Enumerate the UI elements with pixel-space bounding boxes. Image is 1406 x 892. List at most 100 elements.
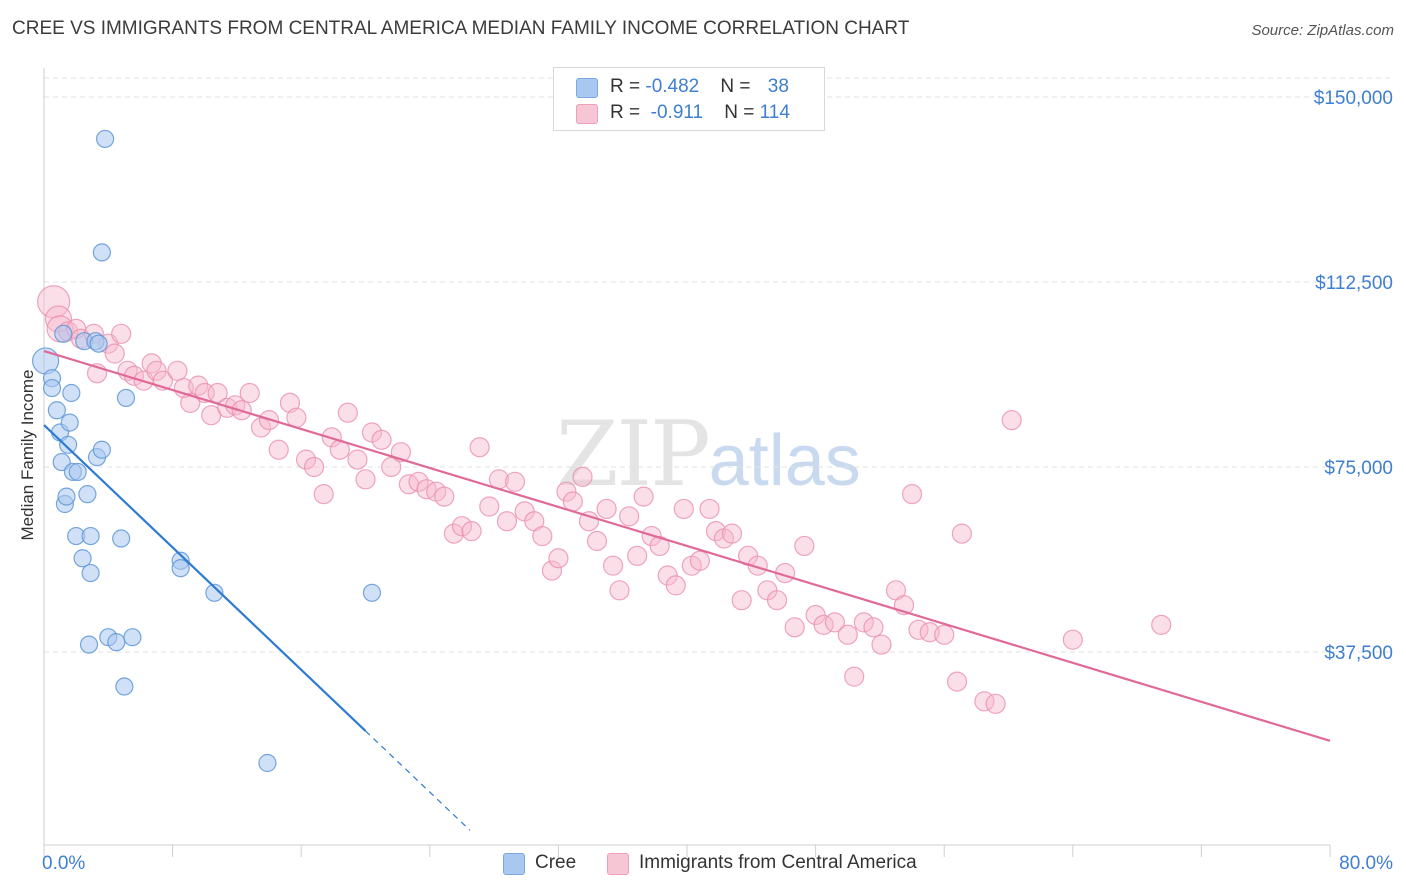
- ica-point: [985, 693, 1006, 714]
- cree-point: [107, 633, 126, 652]
- ica-point: [548, 548, 569, 569]
- grid-lines: [44, 77, 1394, 653]
- axes: [43, 68, 1331, 857]
- cree-point: [59, 435, 78, 454]
- cree-point: [78, 485, 97, 504]
- ica-point: [381, 456, 402, 478]
- ica-point: [541, 560, 563, 581]
- ica-point: [649, 535, 670, 557]
- ica-point: [104, 343, 125, 364]
- ica-point: [602, 555, 624, 576]
- ica-point: [146, 360, 167, 381]
- legend-n-label: N =: [720, 76, 756, 97]
- cree-point: [258, 753, 277, 773]
- series-cree-points: [32, 129, 382, 773]
- ica-point: [844, 666, 865, 687]
- cree-point: [73, 549, 92, 568]
- ica-point: [408, 471, 429, 492]
- ica-point: [279, 392, 301, 413]
- y-axis-title: Median Family Income: [18, 369, 37, 540]
- legend-swatch-cree: [576, 78, 598, 98]
- ica-point: [313, 484, 334, 505]
- legend-box: R = -0.482 N = 38 R = -0.911 N = 114: [553, 67, 825, 131]
- bottom-legend-label-cree: Cree: [535, 852, 577, 873]
- ica-point: [461, 521, 482, 542]
- axis-labels: $37,500 $75,000 $112,500 $150,000 0.0% 80.0% M…: [18, 88, 1393, 874]
- ica-point: [1151, 614, 1172, 635]
- ica-point: [863, 617, 884, 638]
- cree-point: [79, 635, 99, 654]
- cree-trend-line: [43, 424, 367, 732]
- legend-text-ica: R = -0.911 N = 114: [610, 102, 790, 124]
- ica-point: [355, 469, 376, 490]
- bottom-legend-label-ica: Immigrants from Central America: [639, 852, 917, 873]
- cree-point: [54, 324, 73, 343]
- legend-row-ica: R = -0.911 N = 114: [576, 102, 790, 126]
- legend-r-label: R =: [610, 102, 646, 123]
- ica-point: [673, 498, 694, 520]
- cree-point: [57, 487, 76, 506]
- ica-point: [689, 550, 710, 571]
- legend-r-value: -0.482: [645, 76, 700, 97]
- cree-point: [89, 334, 108, 353]
- watermark-atlas: atlas: [708, 421, 861, 501]
- ica-point: [479, 496, 500, 517]
- chart-title: CREE VS IMMIGRANTS FROM CENTRAL AMERICA …: [12, 18, 910, 39]
- watermark: ZIPatlas: [556, 402, 861, 507]
- ica-point: [180, 392, 201, 413]
- legend-n-value: 38: [767, 76, 789, 97]
- y-tick-label: $150,000: [1314, 88, 1393, 109]
- ica-point: [627, 545, 648, 566]
- ica-point: [853, 612, 874, 633]
- cree-point: [95, 129, 115, 149]
- ica-point: [167, 360, 188, 381]
- y-tick-label: $112,500: [1315, 273, 1393, 294]
- cree-point: [171, 559, 190, 578]
- ica-point: [837, 624, 858, 645]
- cree-point: [115, 677, 134, 696]
- ica-point: [794, 535, 815, 557]
- ica-point: [532, 525, 553, 547]
- cree-point: [47, 401, 66, 420]
- legend-n-value: 114: [759, 102, 790, 123]
- ica-point: [303, 456, 325, 478]
- ica-point: [371, 429, 392, 450]
- ica-point: [951, 523, 972, 544]
- ica-point: [705, 521, 727, 542]
- chart-source: Source: ZipAtlas.com: [1251, 22, 1394, 39]
- ica-point: [337, 402, 358, 423]
- ica-point: [295, 449, 317, 470]
- ica-point: [286, 407, 307, 428]
- legend-n-label: N =: [724, 102, 760, 123]
- ica-point: [665, 575, 686, 596]
- ica-point: [633, 486, 654, 507]
- x-tick-label-max: 80.0%: [1339, 853, 1393, 874]
- cree-point: [362, 583, 382, 602]
- ica-point: [504, 471, 526, 492]
- cree-point: [112, 529, 131, 548]
- ica-point: [250, 417, 272, 438]
- ica-point: [207, 382, 228, 404]
- watermark-zip: ZIP: [556, 402, 711, 507]
- cree-point: [81, 526, 100, 546]
- y-tick-label: $75,000: [1324, 458, 1393, 479]
- ica-point: [1001, 410, 1022, 431]
- trend-lines: [43, 350, 1331, 831]
- ica-trend-line: [43, 350, 1331, 742]
- ica-point: [268, 439, 289, 460]
- ica-point: [609, 580, 630, 601]
- legend-r-value: -0.911: [645, 102, 704, 123]
- cree-point: [92, 243, 111, 262]
- bottom-legend-swatch-ica: [607, 853, 629, 875]
- ica-point: [239, 382, 260, 404]
- ica-point: [469, 437, 490, 458]
- ica-point: [946, 671, 968, 692]
- cree-point: [92, 440, 111, 459]
- ica-point: [443, 523, 465, 544]
- ica-point: [1062, 629, 1083, 650]
- ica-point: [596, 498, 617, 520]
- legend-row-cree: R = -0.482 N = 38: [576, 76, 789, 100]
- legend-swatch-ica: [576, 104, 598, 124]
- ica-point: [586, 530, 608, 552]
